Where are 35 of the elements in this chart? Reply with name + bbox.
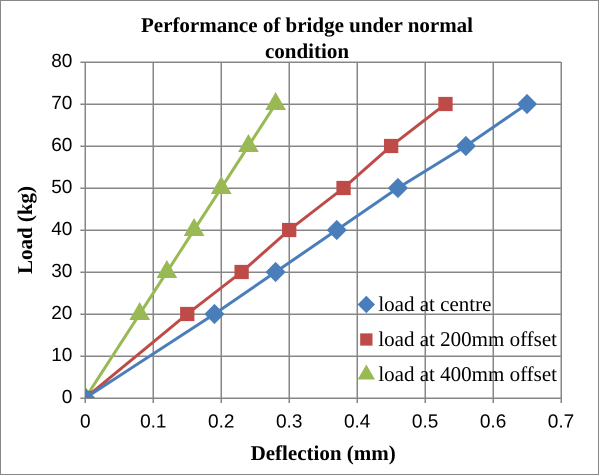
- y-tick-label: 20: [51, 303, 72, 324]
- y-tick-label: 0: [62, 387, 72, 408]
- chart-title: Performance of bridge under normal condition: [140, 12, 474, 64]
- point: [327, 220, 346, 240]
- y-tick-label: 60: [51, 135, 72, 156]
- y-axis-title: Load (kg): [13, 186, 38, 274]
- x-tick-label: 0: [80, 412, 91, 433]
- x-tick-label: 0.2: [208, 412, 234, 433]
- point: [204, 304, 224, 324]
- x-tick-label: 0.7: [548, 412, 574, 433]
- x-tick-label: 0.3: [276, 412, 302, 433]
- legend-label: load at centre: [378, 292, 492, 316]
- x-tick-label: 0.4: [344, 412, 371, 433]
- y-tick-label: 50: [51, 177, 72, 198]
- y-tick-label: 40: [51, 219, 72, 240]
- legend-label: load at 200mm offset: [378, 327, 558, 352]
- y-tick-label: 80: [51, 51, 72, 72]
- point: [336, 180, 351, 196]
- point: [384, 138, 398, 154]
- point: [438, 96, 453, 112]
- point: [266, 262, 286, 282]
- x-tick-label: 0.6: [480, 412, 506, 433]
- y-tick-label: 10: [51, 345, 72, 366]
- point: [282, 222, 296, 238]
- point: [518, 94, 537, 114]
- legend-label: load at 400mm offset: [378, 362, 558, 386]
- point: [180, 306, 194, 322]
- point: [456, 136, 476, 156]
- x-tick-label: 0.5: [412, 412, 438, 433]
- x-axis-title: Deflection (mm): [250, 440, 396, 465]
- y-tick-label: 70: [51, 93, 72, 114]
- y-tick-label: 30: [51, 261, 72, 282]
- x-tick-label: 0.1: [140, 412, 166, 433]
- point: [388, 178, 408, 198]
- point: [234, 264, 249, 280]
